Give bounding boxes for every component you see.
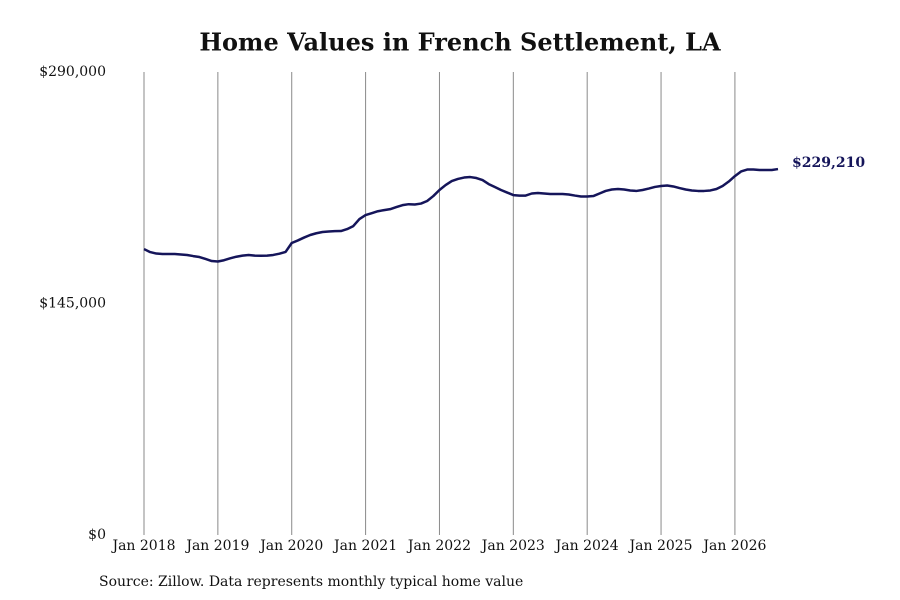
y-tick-label: $145,000 — [39, 296, 106, 312]
x-tick-label: Jan 2019 — [184, 538, 249, 554]
y-tick-label: $0 — [88, 527, 106, 543]
x-tick-label: Jan 2020 — [258, 538, 323, 554]
x-tick-label: Jan 2025 — [628, 538, 693, 554]
x-tick-label: Jan 2021 — [332, 538, 397, 554]
value-label: $229,210 — [792, 155, 865, 171]
x-tick-label: Jan 2024 — [554, 538, 619, 554]
x-tick-label: Jan 2026 — [701, 538, 766, 554]
x-tick-label: Jan 2023 — [480, 538, 545, 554]
source-note: Source: Zillow. Data represents monthly … — [99, 574, 523, 590]
y-tick-label: $290,000 — [39, 64, 106, 80]
x-tick-label: Jan 2022 — [406, 538, 471, 554]
x-tick-label: Jan 2018 — [110, 538, 175, 554]
line — [143, 167, 779, 263]
chart-title: Home Values in French Settlement, LA — [199, 28, 721, 57]
